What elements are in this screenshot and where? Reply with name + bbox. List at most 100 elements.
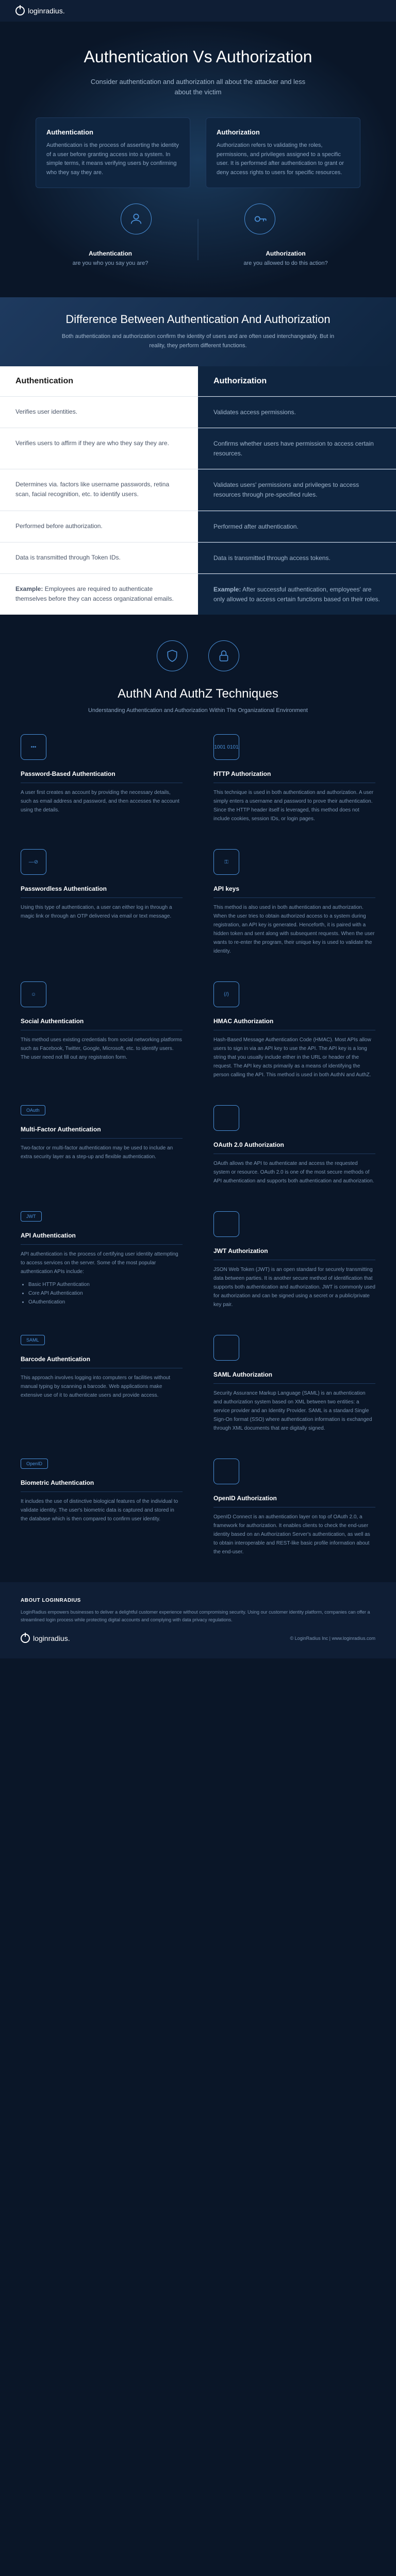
comparison-table: Authentication Authorization Verifies us… xyxy=(0,366,396,615)
brand-logo: loginradius. xyxy=(15,6,65,15)
cell-left: Performed before authorization. xyxy=(0,511,198,542)
tech-icon xyxy=(213,1459,239,1484)
tech-title: OAuth 2.0 Authorization xyxy=(213,1141,375,1154)
technique-item: OAuth 2.0 AuthorizationOAuth allows the … xyxy=(213,1105,375,1185)
cell-left: Data is transmitted through Token IDs. xyxy=(0,543,198,573)
cell-left: Verifies user identities. xyxy=(0,397,198,428)
page-title: Authentication Vs Authorization xyxy=(21,47,375,66)
technique-item: JWT Authorization JSON Web Token (JWT) is… xyxy=(213,1211,375,1309)
label-question: are you allowed to do this action? xyxy=(229,260,342,266)
technique-item: ☺ Social Authentication This method uses e… xyxy=(21,981,183,1079)
label-title: Authentication xyxy=(54,250,167,257)
hero-subtitle: Consider authentication and authorizatio… xyxy=(90,77,306,97)
tech-title: Biometric Authentication xyxy=(21,1479,183,1492)
tech-title: Barcode Authentication xyxy=(21,1355,183,1368)
tech-badge: JWT xyxy=(21,1211,42,1222)
tech-icon: ⟨/⟩ xyxy=(213,981,239,1007)
label-question: are you who you say you are? xyxy=(54,260,167,266)
tech-body: JSON Web Token (JWT) is an open standard… xyxy=(213,1265,375,1309)
tech-title: Password-Based Authentication xyxy=(21,770,183,783)
tech-icon: ⚿ xyxy=(213,849,239,875)
card-body: Authentication is the process of asserti… xyxy=(46,141,179,177)
cell-right: Performed after authentication. xyxy=(198,511,396,542)
tech-body: Hash-Based Message Authentication Code (… xyxy=(213,1036,375,1079)
technique-item: ⚿API keysThis method is also used in bot… xyxy=(213,849,375,956)
section-body: Both authentication and authorization co… xyxy=(56,332,340,350)
cell-right: Validates access permissions. xyxy=(198,397,396,428)
footer-about-body: LoginRadius empowers businesses to deliv… xyxy=(21,1608,375,1623)
list-item: OAuthentication xyxy=(28,1298,183,1307)
table-row: Verifies user identities.Validates acces… xyxy=(0,396,396,428)
logo-icon xyxy=(21,1634,30,1643)
logo-icon xyxy=(15,6,25,15)
tech-icon xyxy=(213,1335,239,1361)
col-authz: Authorization xyxy=(198,366,396,396)
technique-item: —⊘ Passwordless Authentication Using this … xyxy=(21,849,183,956)
authentication-card: Authentication Authentication is the pro… xyxy=(36,117,190,188)
cell-left: Verifies users to affirm if they are who… xyxy=(0,428,198,469)
card-title: Authorization xyxy=(217,128,350,136)
definition-cards: Authentication Authentication is the pro… xyxy=(21,117,375,188)
authorization-card: Authorization Authorization refers to va… xyxy=(206,117,360,188)
section-title: Difference Between Authentication And Au… xyxy=(21,313,375,326)
technique-item: •••Password-Based AuthenticationA user f… xyxy=(21,734,183,823)
hero-section: Authentication Vs Authorization Consider… xyxy=(0,22,396,297)
header-icons xyxy=(21,640,375,671)
tech-badge: OAuth xyxy=(21,1105,45,1115)
copyright: © LoginRadius Inc | www.loginradius.com xyxy=(290,1636,375,1641)
tech-body: Using this type of authentication, a use… xyxy=(21,903,183,921)
tech-title: HMAC Authorization xyxy=(213,1018,375,1030)
tech-icon: 1001 0101 xyxy=(213,734,239,760)
tech-title: Passwordless Authentication xyxy=(21,885,183,898)
tech-icon: ☺ xyxy=(21,981,46,1007)
tech-body: OpenID Connect is an authentication laye… xyxy=(213,1513,375,1556)
table-row: Determines via. factors like username pa… xyxy=(0,469,396,510)
list-item: Core API Authentication xyxy=(28,1289,183,1298)
lock-icon xyxy=(208,640,239,671)
technique-item: SAML AuthorizationSecurity Assurance Mar… xyxy=(213,1335,375,1433)
header-bar: loginradius. xyxy=(0,0,396,22)
tech-body: API authentication is the process of cer… xyxy=(21,1250,183,1276)
tech-title: HTTP Authorization xyxy=(213,770,375,783)
tech-body: It includes the use of distinctive biolo… xyxy=(21,1497,183,1523)
label-title: Authorization xyxy=(229,250,342,257)
tech-title: Multi-Factor Authentication xyxy=(21,1126,183,1139)
cell-right: Validates users' permissions and privile… xyxy=(198,469,396,510)
technique-item: JWT API Authentication API authentication … xyxy=(21,1211,183,1309)
table-header: Authentication Authorization xyxy=(0,366,396,396)
tech-title: Social Authentication xyxy=(21,1018,183,1030)
authz-label: Authorization are you allowed to do this… xyxy=(229,250,342,266)
techniques-grid: •••Password-Based AuthenticationA user f… xyxy=(21,734,375,1556)
footer-logo: loginradius. xyxy=(21,1634,70,1643)
difference-header: Difference Between Authentication And Au… xyxy=(0,297,396,366)
col-authn: Authentication xyxy=(0,366,198,396)
comparison-icons xyxy=(21,204,375,234)
list-item: Basic HTTP Authentication xyxy=(28,1280,183,1289)
cell-left: Determines via. factors like username pa… xyxy=(0,469,198,510)
key-icon xyxy=(244,204,275,234)
tech-title: AuthN And AuthZ Techniques xyxy=(21,687,375,701)
technique-item: OpenIDBiometric AuthenticationIt include… xyxy=(21,1459,183,1556)
techniques-header: AuthN And AuthZ Techniques Understanding… xyxy=(21,640,375,714)
person-icon xyxy=(121,204,152,234)
cell-left: Example: Employees are required to authe… xyxy=(0,574,198,615)
tech-title: API Authentication xyxy=(21,1232,183,1245)
tech-body: A user first creates an account by provi… xyxy=(21,788,183,815)
tech-icon: —⊘ xyxy=(21,849,46,875)
tech-body: This method uses existing credentials fr… xyxy=(21,1036,183,1062)
authn-label: Authentication are you who you say you a… xyxy=(54,250,167,266)
tech-body: This technique is used in both authentic… xyxy=(213,788,375,823)
table-row: Example: Employees are required to authe… xyxy=(0,573,396,615)
tech-title: JWT Authorization xyxy=(213,1247,375,1260)
table-row: Verifies users to affirm if they are who… xyxy=(0,428,396,469)
tech-body: Security Assurance Markup Language (SAML… xyxy=(213,1389,375,1433)
cell-right: Example: After successful authentication… xyxy=(198,574,396,615)
table-row: Data is transmitted through Token IDs.Da… xyxy=(0,542,396,573)
cell-right: Confirms whether users have permission t… xyxy=(198,428,396,469)
footer: ABOUT LOGINRADIUS LoginRadius empowers b… xyxy=(0,1582,396,1658)
tech-title: OpenID Authorization xyxy=(213,1495,375,1507)
technique-item: SAMLBarcode AuthenticationThis approach … xyxy=(21,1335,183,1433)
tech-icon xyxy=(213,1105,239,1131)
cell-right: Data is transmitted through access token… xyxy=(198,543,396,573)
tech-body: This method is also used in both authent… xyxy=(213,903,375,956)
